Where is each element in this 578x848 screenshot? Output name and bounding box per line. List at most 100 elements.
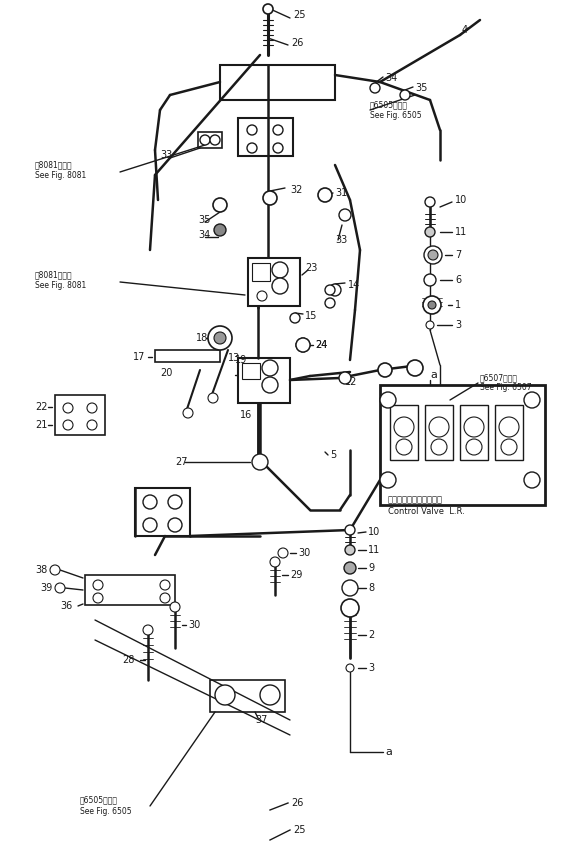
Circle shape	[296, 338, 310, 352]
Circle shape	[425, 227, 435, 237]
Bar	[155, 350, 220, 362]
Circle shape	[200, 135, 210, 145]
Text: 2: 2	[368, 630, 374, 640]
Bar	[460, 405, 488, 460]
Circle shape	[524, 472, 540, 488]
Text: 10: 10	[455, 195, 467, 205]
Circle shape	[168, 495, 182, 509]
Bar	[242, 363, 260, 379]
Circle shape	[208, 326, 232, 350]
Circle shape	[431, 439, 447, 455]
Text: 24: 24	[315, 340, 327, 350]
Text: 35: 35	[415, 83, 427, 93]
Circle shape	[183, 408, 193, 418]
Text: 23: 23	[305, 263, 317, 273]
Text: コントロールバルブ　左: コントロールバルブ 左	[388, 495, 443, 505]
Circle shape	[272, 262, 288, 278]
Circle shape	[290, 313, 300, 323]
Text: a: a	[430, 370, 437, 380]
Bar	[380, 385, 545, 505]
Circle shape	[87, 420, 97, 430]
Text: 第8081図参照: 第8081図参照	[35, 160, 73, 170]
Text: 37: 37	[255, 715, 268, 725]
Circle shape	[428, 301, 436, 309]
Bar	[55, 395, 105, 435]
Bar	[198, 132, 222, 148]
Circle shape	[464, 417, 484, 437]
Circle shape	[55, 583, 65, 593]
Text: 第8081図参照: 第8081図参照	[35, 271, 73, 280]
Bar	[495, 405, 523, 460]
Text: 3: 3	[455, 320, 461, 330]
Bar	[425, 405, 453, 460]
Text: See Fig. 6505: See Fig. 6505	[370, 110, 421, 120]
Text: 9: 9	[368, 563, 374, 573]
Circle shape	[429, 417, 449, 437]
Text: See Fig. 6505: See Fig. 6505	[80, 807, 132, 817]
Circle shape	[339, 372, 351, 384]
Circle shape	[325, 298, 335, 308]
Text: 5: 5	[330, 450, 336, 460]
Text: 38: 38	[35, 565, 47, 575]
Circle shape	[168, 518, 182, 532]
Circle shape	[423, 296, 441, 314]
Circle shape	[380, 472, 396, 488]
Bar	[238, 358, 290, 403]
Text: See Fig. 8081: See Fig. 8081	[35, 170, 86, 180]
Circle shape	[270, 557, 280, 567]
Text: 26: 26	[291, 38, 303, 48]
Text: 10: 10	[368, 527, 380, 537]
Circle shape	[428, 250, 438, 260]
Circle shape	[345, 525, 355, 535]
Circle shape	[160, 580, 170, 590]
Circle shape	[87, 403, 97, 413]
Text: 4: 4	[462, 25, 468, 35]
Circle shape	[424, 246, 442, 264]
Circle shape	[425, 197, 435, 207]
Bar	[248, 258, 300, 306]
Circle shape	[272, 278, 288, 294]
Text: 12: 12	[345, 377, 357, 387]
Circle shape	[215, 685, 235, 705]
Text: 21: 21	[35, 420, 47, 430]
Circle shape	[342, 580, 358, 596]
Bar	[135, 488, 190, 536]
Text: 34: 34	[198, 230, 210, 240]
Text: 7: 7	[455, 250, 461, 260]
Circle shape	[143, 625, 153, 635]
Circle shape	[93, 593, 103, 603]
Circle shape	[424, 274, 436, 286]
Text: 22: 22	[35, 402, 47, 412]
Text: 第6505図参照: 第6505図参照	[80, 795, 118, 805]
Text: 35: 35	[198, 215, 210, 225]
Text: 39: 39	[40, 583, 52, 593]
Circle shape	[273, 125, 283, 135]
Circle shape	[345, 545, 355, 555]
Circle shape	[273, 143, 283, 153]
Text: 14: 14	[348, 280, 360, 290]
Text: 15: 15	[305, 311, 317, 321]
Bar	[220, 65, 335, 100]
Bar	[238, 118, 293, 156]
Bar	[85, 575, 175, 605]
Circle shape	[263, 4, 273, 14]
Circle shape	[63, 420, 73, 430]
Circle shape	[378, 363, 392, 377]
Circle shape	[344, 562, 356, 574]
Circle shape	[346, 664, 354, 672]
Circle shape	[341, 599, 359, 617]
Text: 27: 27	[175, 457, 187, 467]
Circle shape	[252, 454, 268, 470]
Circle shape	[260, 685, 280, 705]
Circle shape	[93, 580, 103, 590]
Circle shape	[394, 417, 414, 437]
Text: 17: 17	[132, 352, 145, 362]
Circle shape	[296, 338, 310, 352]
Circle shape	[466, 439, 482, 455]
Circle shape	[208, 393, 218, 403]
Text: 6: 6	[455, 275, 461, 285]
Circle shape	[426, 321, 434, 329]
Text: 24: 24	[315, 340, 327, 350]
Circle shape	[370, 83, 380, 93]
Circle shape	[247, 125, 257, 135]
